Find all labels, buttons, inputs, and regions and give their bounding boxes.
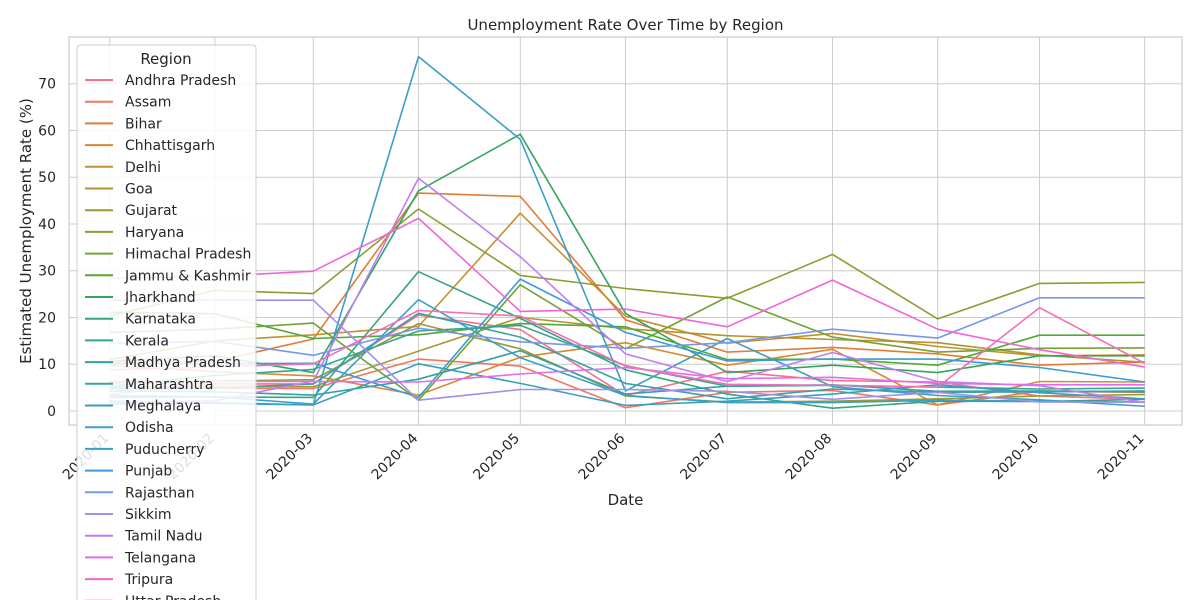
series-line bbox=[109, 311, 1145, 367]
legend-item: Gujarat bbox=[85, 203, 178, 219]
legend-label: Chhattisgarh bbox=[125, 138, 215, 154]
y-tick-label: 70 bbox=[38, 77, 56, 93]
legend-item: Assam bbox=[85, 95, 171, 111]
series-line bbox=[109, 217, 1145, 368]
y-tick-label: 20 bbox=[38, 310, 56, 326]
legend-label: Goa bbox=[125, 182, 153, 198]
legend: Region Andhra Pradesh Assam Bihar Chhattisg… bbox=[76, 44, 257, 600]
legend-box bbox=[76, 44, 257, 600]
legend-label: Assam bbox=[125, 95, 171, 111]
x-tick-label: 2020-05 bbox=[470, 431, 523, 484]
legend-label: Rajasthan bbox=[125, 485, 195, 501]
legend-item: Delhi bbox=[85, 160, 161, 176]
series-line bbox=[109, 306, 1146, 388]
series-line bbox=[109, 312, 1145, 400]
x-tick-label: 2020-07 bbox=[677, 431, 730, 484]
legend-item: Chhattisgarh bbox=[85, 138, 215, 154]
series-line bbox=[109, 296, 1145, 357]
legend-item: Jammu & Kashmir bbox=[85, 268, 251, 284]
x-tick-label: 2020-06 bbox=[576, 430, 629, 483]
legend-item: Rajasthan bbox=[85, 485, 195, 501]
y-tick-labels: 0 10 20 30 40 50 60 70 bbox=[38, 77, 56, 420]
legend-label: Karnataka bbox=[125, 312, 196, 328]
x-tick-label: 2020-04 bbox=[369, 430, 422, 483]
legend-item: Madhya Pradesh bbox=[85, 355, 241, 371]
legend-label: Puducherry bbox=[125, 442, 205, 458]
legend-label: Meghalaya bbox=[125, 399, 201, 415]
legend-item: Himachal Pradesh bbox=[85, 247, 251, 263]
series-line bbox=[109, 192, 1145, 367]
legend-item: Kerala bbox=[85, 333, 169, 349]
series-line bbox=[109, 298, 1145, 405]
x-tick-label: 2020-03 bbox=[263, 431, 316, 484]
series-line bbox=[109, 316, 1145, 388]
legend-item: Odisha bbox=[85, 420, 174, 436]
series-lines bbox=[109, 55, 1146, 410]
legend-item: Haryana bbox=[85, 225, 184, 241]
legend-label: Kerala bbox=[125, 333, 169, 349]
y-tick-label: 60 bbox=[38, 123, 56, 139]
x-axis-label: Date bbox=[608, 491, 644, 509]
legend-label: Odisha bbox=[125, 420, 174, 436]
x-tick-label: 2020-10 bbox=[990, 431, 1043, 484]
x-tick-label: 2020-08 bbox=[783, 431, 836, 484]
legend-items: Andhra Pradesh Assam Bihar Chhattisgarh Delh… bbox=[85, 73, 251, 600]
legend-label: Tripura bbox=[124, 572, 173, 588]
legend-item: Goa bbox=[85, 182, 153, 198]
legend-label: Uttar Pradesh bbox=[125, 594, 221, 600]
legend-label: Sikkim bbox=[125, 507, 172, 523]
y-axis-label: Estimated Unemployment Rate (%) bbox=[17, 98, 35, 364]
legend-item: Bihar bbox=[85, 116, 162, 132]
series-line bbox=[109, 366, 1145, 396]
legend-label: Himachal Pradesh bbox=[125, 247, 251, 263]
legend-label: Jammu & Kashmir bbox=[124, 268, 251, 284]
legend-item: Tamil Nadu bbox=[85, 529, 203, 545]
legend-label: Madhya Pradesh bbox=[125, 355, 241, 371]
legend-item: Punjab bbox=[85, 464, 172, 480]
legend-label: Gujarat bbox=[125, 203, 178, 219]
legend-label: Delhi bbox=[125, 160, 161, 176]
legend-item: Uttar Pradesh bbox=[85, 594, 221, 600]
legend-item: Jharkhand bbox=[85, 290, 196, 306]
series-line bbox=[109, 349, 1145, 396]
chart-title: Unemployment Rate Over Time by Region bbox=[467, 16, 783, 34]
legend-item: Andhra Pradesh bbox=[85, 73, 236, 89]
series-line bbox=[109, 177, 1145, 404]
y-tick-label: 30 bbox=[38, 264, 56, 280]
legend-label: Haryana bbox=[125, 225, 184, 241]
legend-label: Tamil Nadu bbox=[124, 529, 203, 545]
y-tick-label: 40 bbox=[38, 217, 56, 233]
series-line bbox=[109, 133, 1145, 374]
legend-label: Telangana bbox=[124, 550, 196, 566]
y-tick-label: 0 bbox=[47, 404, 56, 420]
series-line bbox=[109, 212, 1145, 361]
series-line bbox=[109, 208, 1145, 320]
x-tick-label: 2020-09 bbox=[888, 431, 941, 484]
legend-item: Telangana bbox=[85, 550, 196, 566]
legend-label: Andhra Pradesh bbox=[125, 73, 236, 89]
y-tick-label: 50 bbox=[38, 170, 56, 186]
series-line bbox=[109, 299, 1145, 403]
legend-label: Bihar bbox=[125, 116, 162, 132]
series-line bbox=[109, 55, 1145, 408]
legend-item: Maharashtra bbox=[85, 377, 213, 393]
x-tick-label: 2020-11 bbox=[1095, 431, 1148, 484]
legend-item: Karnataka bbox=[85, 312, 196, 328]
legend-item: Sikkim bbox=[85, 507, 172, 523]
y-tick-label: 10 bbox=[38, 357, 56, 373]
legend-label: Punjab bbox=[125, 464, 172, 480]
legend-label: Jharkhand bbox=[124, 290, 196, 306]
legend-item: Tripura bbox=[85, 572, 173, 588]
legend-label: Maharashtra bbox=[125, 377, 213, 393]
legend-title: Region bbox=[140, 50, 191, 68]
legend-item: Puducherry bbox=[85, 442, 205, 458]
legend-item: Meghalaya bbox=[85, 399, 201, 415]
series-line bbox=[109, 278, 1145, 399]
